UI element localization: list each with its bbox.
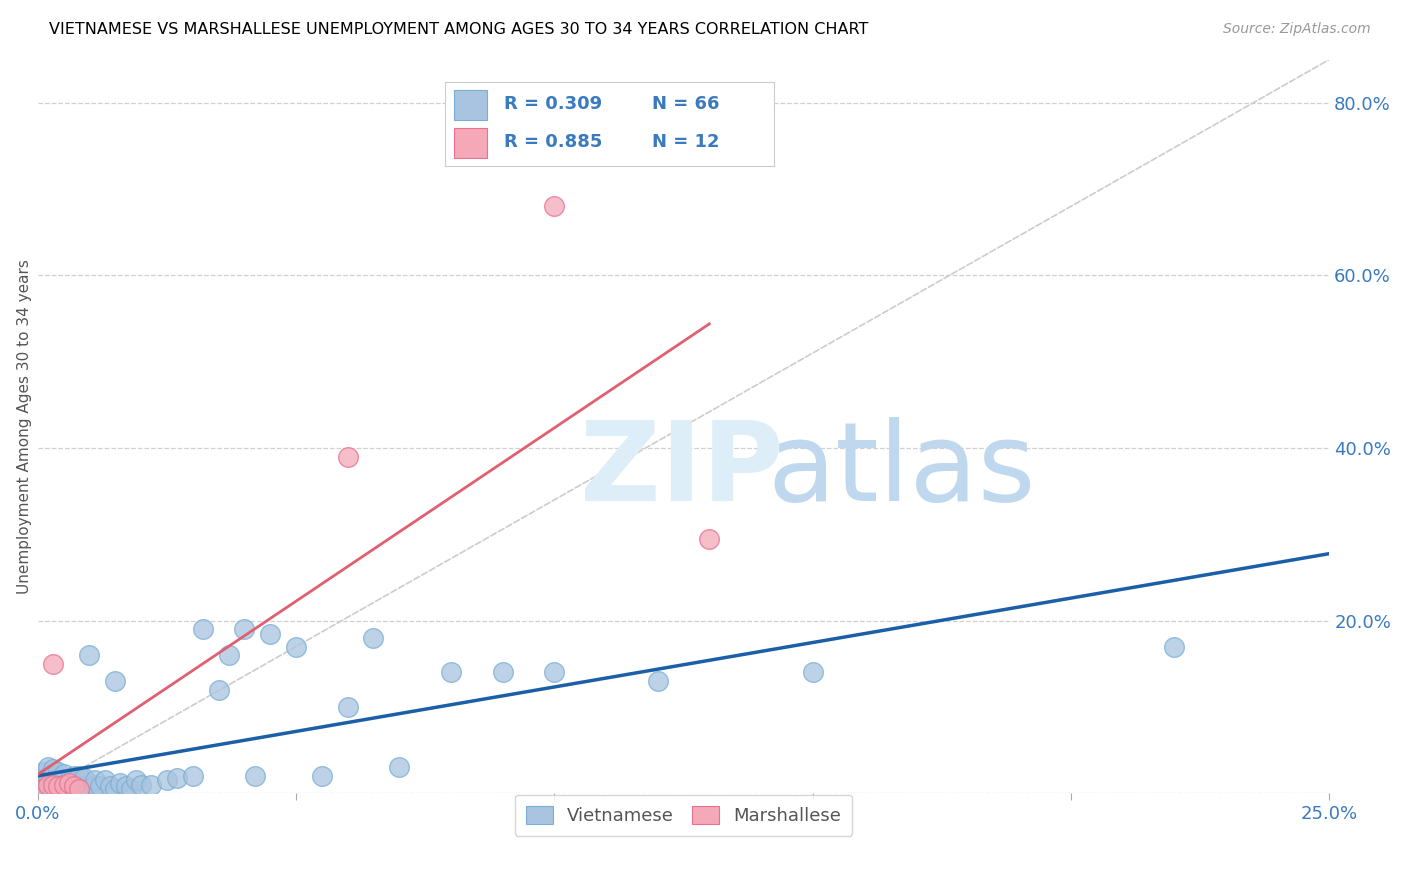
Point [104,674,127,689]
Point [697,532,720,546]
Point [243,769,266,783]
Point [166,771,188,785]
Point [48,771,70,785]
Point [98,780,121,794]
Point [114,780,136,794]
Point [191,623,214,637]
Point [63,776,86,790]
Point [58,776,80,790]
Point [31,782,53,797]
Point [48,778,70,792]
Point [63,782,86,797]
Point [233,623,256,637]
Text: Source: ZipAtlas.com: Source: ZipAtlas.com [1223,22,1371,37]
Point [37,778,59,792]
Point [52,778,75,792]
Point [37,760,59,774]
Point [52,773,75,788]
Point [363,631,385,645]
Point [207,682,229,697]
Text: ZIP: ZIP [581,417,783,524]
Point [37,769,59,783]
Point [31,782,53,797]
Point [388,760,411,774]
Point [543,199,565,213]
Point [31,773,53,788]
Point [801,665,824,680]
Point [67,782,90,797]
Point [42,778,65,792]
Point [83,773,105,788]
Point [94,773,117,788]
Point [73,782,96,797]
Point [79,648,101,663]
Point [42,775,65,789]
Point [110,776,132,790]
Point [31,764,53,779]
Point [58,773,80,788]
Point [1163,640,1185,654]
Point [104,782,127,797]
Point [63,769,86,783]
Point [83,778,105,792]
Point [42,769,65,783]
Point [285,640,308,654]
Text: atlas: atlas [768,417,1036,524]
Point [42,762,65,776]
Point [311,769,333,783]
Legend: Vietnamese, Marshallese: Vietnamese, Marshallese [515,795,852,836]
Point [48,764,70,779]
Point [52,767,75,781]
Point [89,780,111,794]
Point [67,780,90,794]
Point [336,450,359,464]
Point [67,769,90,783]
Point [73,771,96,785]
Point [48,780,70,794]
Point [48,782,70,797]
Point [120,782,142,797]
Point [31,778,53,792]
Text: VIETNAMESE VS MARSHALLESE UNEMPLOYMENT AMONG AGES 30 TO 34 YEARS CORRELATION CHA: VIETNAMESE VS MARSHALLESE UNEMPLOYMENT A… [49,22,869,37]
Point [63,780,86,794]
Point [37,784,59,798]
Point [42,782,65,797]
Point [52,778,75,792]
Point [37,780,59,794]
Point [440,665,463,680]
Point [492,665,515,680]
Point [336,700,359,714]
Point [129,778,152,792]
Point [42,657,65,671]
Point [125,773,148,788]
Point [156,773,179,788]
Point [37,776,59,790]
Point [218,648,240,663]
Point [647,674,669,689]
Point [42,780,65,794]
Point [141,778,163,792]
Point [52,782,75,797]
Y-axis label: Unemployment Among Ages 30 to 34 years: Unemployment Among Ages 30 to 34 years [17,259,32,594]
Point [79,782,101,797]
Point [58,780,80,794]
Point [543,665,565,680]
Point [259,626,281,640]
Point [181,769,204,783]
